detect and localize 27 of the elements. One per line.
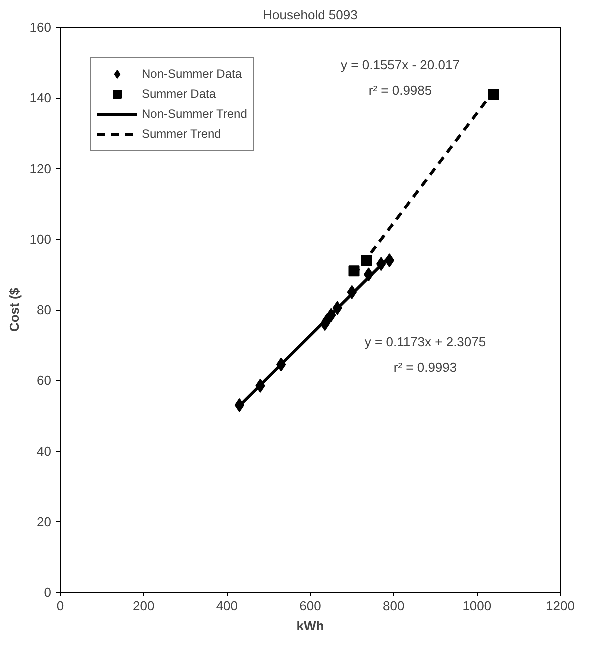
y-tick-label: 160 (30, 20, 52, 35)
x-tick-label: 1000 (462, 598, 492, 614)
x-tick-label: 400 (216, 598, 238, 614)
y-tick-label: 80 (37, 302, 52, 318)
y-tick-label: 20 (37, 514, 52, 530)
annotation: r² = 0.9985 (368, 83, 432, 98)
legend-label: Summer Data (142, 87, 216, 101)
legend-label: Summer Trend (142, 127, 222, 141)
legend-label: Non-Summer Trend (142, 107, 248, 121)
chart-title: Household 5093 (263, 8, 358, 22)
x-tick-label: 1200 (546, 598, 575, 614)
x-tick-label: 600 (300, 598, 322, 614)
annotation: y = 0.1557x - 20.017 (341, 58, 460, 73)
y-tick-label: 40 (37, 444, 52, 459)
y-tick-label: 100 (30, 232, 52, 247)
y-tick-label: 0 (44, 585, 52, 600)
x-tick-label: 0 (56, 598, 64, 614)
legend-label: Non-Summer Data (142, 67, 242, 81)
annotation: r² = 0.9993 (394, 360, 458, 375)
annotation: y = 0.1173x + 2.3075 (364, 334, 486, 350)
x-axis-title: kWh (296, 618, 324, 634)
x-tick-label: 200 (132, 598, 155, 614)
x-tick-label: 800 (382, 598, 405, 614)
y-axis-title: Cost ($ (6, 287, 22, 332)
y-tick-label: 60 (37, 373, 52, 388)
y-tick-label: 140 (30, 90, 52, 106)
y-tick-label: 120 (30, 161, 52, 176)
